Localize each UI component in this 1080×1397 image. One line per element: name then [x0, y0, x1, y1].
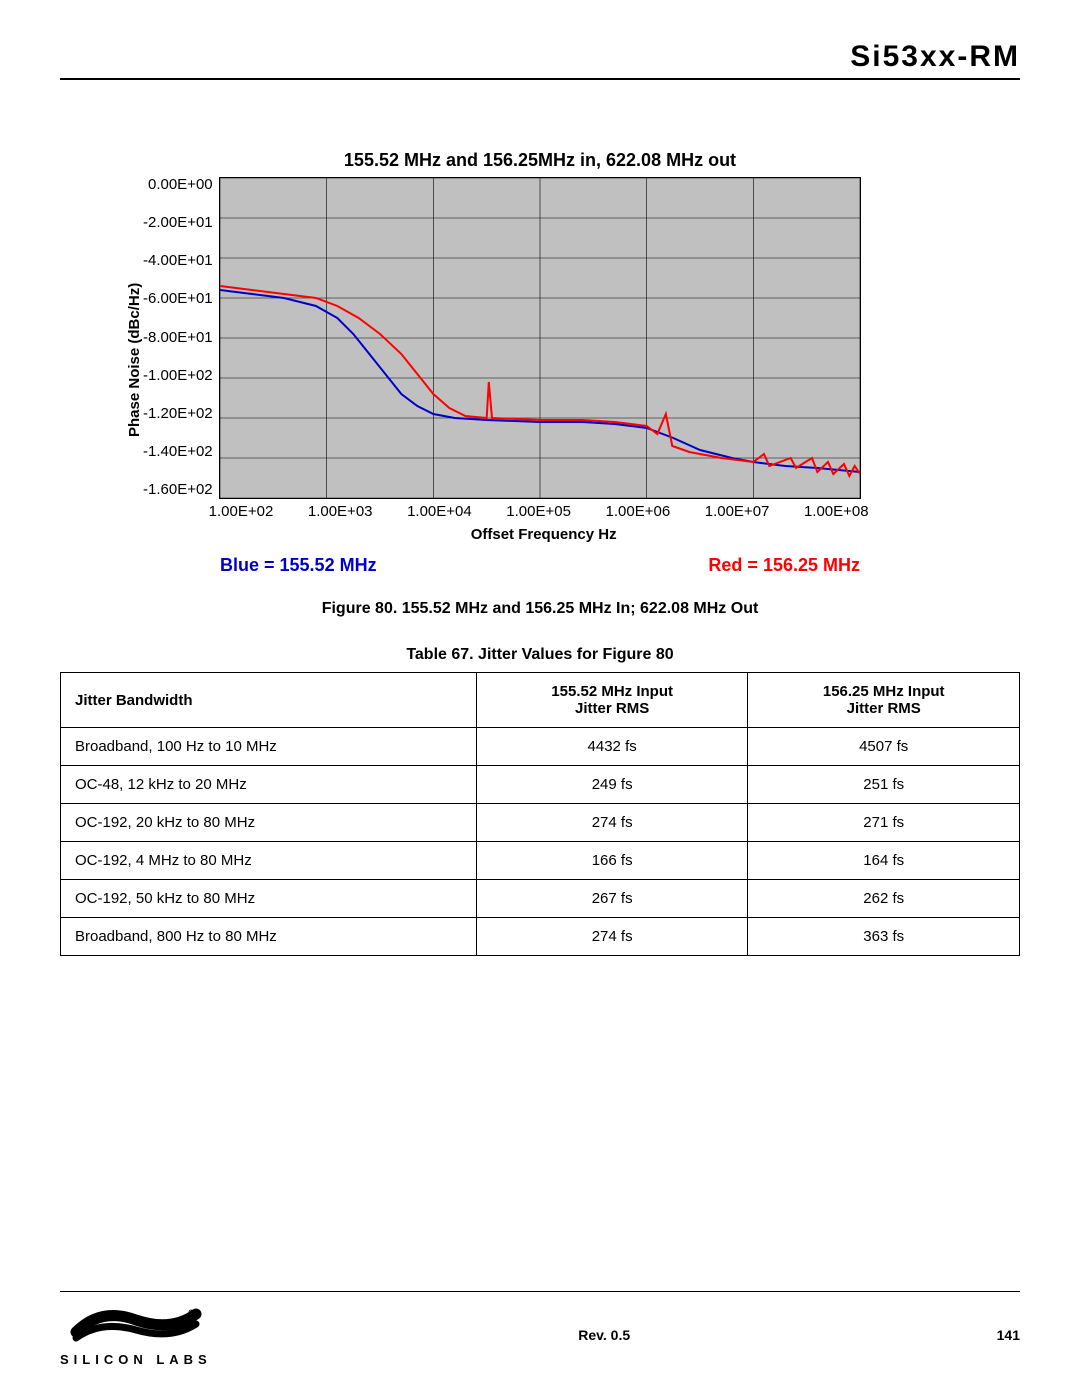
header-rule	[60, 78, 1020, 80]
phase-noise-chart: 155.52 MHz and 156.25MHz in, 622.08 MHz …	[120, 150, 960, 576]
col1-l2: Jitter RMS	[575, 700, 649, 717]
table-row: OC-48, 12 kHz to 20 MHz249 fs251 fs	[61, 766, 1020, 804]
plot-svg	[220, 178, 860, 498]
doc-title: Si53xx-RM	[60, 40, 1020, 74]
footer-rule	[60, 1291, 1020, 1292]
xtick: 1.00E+07	[705, 503, 770, 520]
col2-l2: Jitter RMS	[847, 700, 921, 717]
table-cell: 363 fs	[748, 918, 1020, 956]
chart-title: 155.52 MHz and 156.25MHz in, 622.08 MHz …	[120, 150, 960, 171]
ytick: -1.60E+02	[143, 482, 213, 497]
table-header-row: Jitter Bandwidth 155.52 MHz Input Jitter…	[61, 673, 1020, 728]
table-cell: OC-192, 20 kHz to 80 MHz	[61, 804, 477, 842]
table-cell: 166 fs	[476, 842, 748, 880]
legend-blue: Blue = 155.52 MHz	[220, 555, 377, 576]
page-number: 141	[997, 1327, 1020, 1343]
chart-legend: Blue = 155.52 MHz Red = 156.25 MHz	[220, 555, 860, 576]
page-footer: R SILICON LABS Rev. 0.5 141	[60, 1291, 1020, 1367]
ytick: -8.00E+01	[143, 330, 213, 345]
col-header-156: 156.25 MHz Input Jitter RMS	[748, 673, 1020, 728]
logo-icon: R	[66, 1302, 206, 1350]
table-caption: Table 67. Jitter Values for Figure 80	[60, 646, 1020, 664]
col-header-155: 155.52 MHz Input Jitter RMS	[476, 673, 748, 728]
table-cell: 267 fs	[476, 880, 748, 918]
ytick: -6.00E+01	[143, 291, 213, 306]
ytick: -1.40E+02	[143, 444, 213, 459]
y-axis-label: Phase Noise (dBc/Hz)	[120, 177, 143, 543]
table-cell: 271 fs	[748, 804, 1020, 842]
jitter-table: Jitter Bandwidth 155.52 MHz Input Jitter…	[60, 672, 1020, 956]
ytick: 0.00E+00	[143, 177, 213, 192]
logo-text: SILICON LABS	[60, 1352, 212, 1367]
table-cell: Broadband, 800 Hz to 80 MHz	[61, 918, 477, 956]
ytick: -1.20E+02	[143, 406, 213, 421]
xtick: 1.00E+03	[308, 503, 373, 520]
xtick: 1.00E+02	[209, 503, 274, 520]
xtick: 1.00E+05	[506, 503, 571, 520]
table-cell: 4432 fs	[476, 728, 748, 766]
table-cell: OC-192, 4 MHz to 80 MHz	[61, 842, 477, 880]
revision-text: Rev. 0.5	[578, 1327, 630, 1343]
plot-area	[219, 177, 861, 499]
col2-l1: 156.25 MHz Input	[823, 683, 945, 700]
x-axis-ticks: 1.00E+02 1.00E+03 1.00E+04 1.00E+05 1.00E+06…	[209, 503, 869, 520]
xtick: 1.00E+04	[407, 503, 472, 520]
col-header-bandwidth: Jitter Bandwidth	[61, 673, 477, 728]
table-cell: 262 fs	[748, 880, 1020, 918]
table-row: Broadband, 800 Hz to 80 MHz274 fs363 fs	[61, 918, 1020, 956]
table-row: OC-192, 4 MHz to 80 MHz166 fs164 fs	[61, 842, 1020, 880]
table-cell: 164 fs	[748, 842, 1020, 880]
legend-red: Red = 156.25 MHz	[708, 555, 860, 576]
x-axis-label: Offset Frequency Hz	[219, 526, 869, 543]
ytick: -1.00E+02	[143, 368, 213, 383]
silicon-labs-logo: R SILICON LABS	[60, 1302, 212, 1367]
table-cell: Broadband, 100 Hz to 10 MHz	[61, 728, 477, 766]
table-cell: 274 fs	[476, 918, 748, 956]
table-cell: 274 fs	[476, 804, 748, 842]
ytick: -4.00E+01	[143, 253, 213, 268]
ytick: -2.00E+01	[143, 215, 213, 230]
table-row: Broadband, 100 Hz to 10 MHz4432 fs4507 f…	[61, 728, 1020, 766]
table-cell: OC-48, 12 kHz to 20 MHz	[61, 766, 477, 804]
col1-l1: 155.52 MHz Input	[551, 683, 673, 700]
xtick: 1.00E+08	[804, 503, 869, 520]
table-cell: 249 fs	[476, 766, 748, 804]
table-cell: 251 fs	[748, 766, 1020, 804]
table-cell: OC-192, 50 kHz to 80 MHz	[61, 880, 477, 918]
page: Si53xx-RM 155.52 MHz and 156.25MHz in, 6…	[0, 0, 1080, 1397]
table-row: OC-192, 20 kHz to 80 MHz274 fs271 fs	[61, 804, 1020, 842]
figure-caption: Figure 80. 155.52 MHz and 156.25 MHz In;…	[60, 600, 1020, 618]
table-row: OC-192, 50 kHz to 80 MHz267 fs262 fs	[61, 880, 1020, 918]
y-axis-ticks: 0.00E+00 -2.00E+01 -4.00E+01 -6.00E+01 -8.00…	[143, 177, 219, 497]
xtick: 1.00E+06	[606, 503, 671, 520]
table-cell: 4507 fs	[748, 728, 1020, 766]
